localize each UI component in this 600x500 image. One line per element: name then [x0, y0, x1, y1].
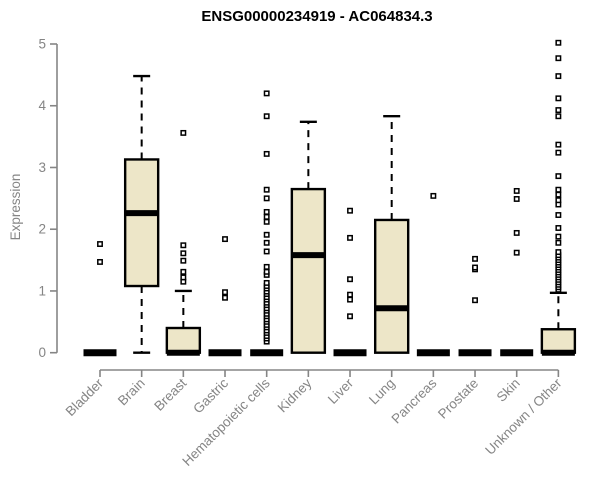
- outlier-point: [555, 191, 562, 198]
- outlier-point: [555, 113, 562, 120]
- x-tick-label: Kidney: [275, 375, 315, 415]
- outlier-point: [222, 289, 228, 296]
- y-axis-label: Expression: [8, 174, 23, 241]
- box-group: [83, 241, 117, 357]
- box: [165, 326, 202, 354]
- box: [373, 218, 410, 354]
- outlier-point: [513, 229, 520, 236]
- y-tick-label: 4: [38, 98, 46, 113]
- outlier-point: [263, 279, 270, 286]
- x-tick-label: Bladder: [63, 375, 107, 419]
- box-group: [540, 39, 577, 356]
- box-group: [250, 90, 284, 357]
- box-group: [165, 129, 202, 356]
- outlier-point: [222, 294, 228, 301]
- y-tick-label: 2: [38, 222, 46, 237]
- box-group: [290, 120, 327, 354]
- outlier-point: [347, 207, 353, 214]
- outlier-point: [347, 291, 353, 298]
- y-tick-label: 3: [38, 160, 46, 175]
- outlier-point: [97, 241, 103, 247]
- outlier-point: [180, 242, 187, 249]
- outlier-point: [472, 264, 478, 271]
- box-group: [416, 192, 450, 357]
- x-tick-label: Liver: [325, 375, 357, 407]
- x-tick-label: Gastric: [190, 375, 231, 416]
- outlier-point: [263, 90, 270, 97]
- chart-title: ENSG00000234919 - AC064834.3: [201, 8, 432, 25]
- box-group: [500, 187, 534, 357]
- outlier-point: [555, 212, 562, 218]
- outlier-point: [347, 296, 353, 303]
- outlier-point: [555, 173, 562, 180]
- outlier-point: [263, 263, 270, 270]
- outlier-point: [555, 186, 562, 193]
- x-tick-label: Prostate: [435, 376, 481, 422]
- outlier-point: [263, 248, 270, 255]
- x-tick-label: Unknown / Other: [482, 375, 565, 458]
- outlier-point: [222, 236, 228, 243]
- outlier-point: [263, 208, 270, 215]
- x-tick-label: Lung: [366, 376, 398, 408]
- outlier-point: [513, 187, 520, 194]
- box-group: [208, 236, 242, 357]
- outlier-point: [263, 218, 270, 225]
- box: [540, 328, 577, 354]
- outlier-point: [263, 239, 270, 246]
- outlier-point: [555, 107, 562, 114]
- outlier-point: [555, 141, 562, 148]
- outlier-point: [555, 197, 562, 204]
- outlier-point: [263, 186, 270, 193]
- y-tick-label: 1: [38, 283, 46, 298]
- outlier-point: [513, 249, 520, 256]
- x-tick-label: Brain: [115, 376, 148, 409]
- outlier-point: [555, 233, 562, 240]
- outlier-point: [555, 39, 562, 46]
- outlier-point: [263, 150, 270, 157]
- box-group: [123, 74, 160, 354]
- outlier-point: [263, 268, 270, 275]
- outlier-point: [263, 231, 270, 238]
- box-group: [373, 115, 410, 354]
- outlier-point: [555, 73, 562, 80]
- x-tick-label: Skin: [494, 376, 523, 405]
- outlier-point: [347, 276, 353, 283]
- box: [290, 187, 327, 354]
- outlier-point: [472, 255, 478, 262]
- outlier-point: [180, 274, 187, 281]
- outlier-point: [263, 195, 270, 202]
- outlier-point: [180, 257, 187, 264]
- box-group: [333, 207, 367, 357]
- outlier-point: [555, 149, 562, 156]
- outlier-point: [347, 313, 353, 320]
- x-tick-label: Breast: [151, 375, 189, 413]
- outlier-point: [555, 239, 562, 246]
- outlier-point: [263, 213, 270, 220]
- outlier-point: [555, 249, 562, 256]
- outlier-point: [472, 297, 478, 304]
- y-tick-label: 0: [38, 345, 46, 360]
- outlier-point: [180, 268, 187, 275]
- box-group: [458, 255, 492, 357]
- outlier-point: [180, 250, 187, 257]
- outlier-point: [513, 196, 520, 202]
- outlier-point: [555, 95, 562, 102]
- outlier-point: [555, 55, 562, 62]
- outlier-point: [263, 113, 270, 120]
- box-marks: [83, 39, 577, 357]
- outlier-point: [347, 234, 353, 241]
- outlier-point: [555, 225, 562, 231]
- y-tick-label: 5: [38, 37, 46, 52]
- outlier-point: [97, 258, 103, 265]
- x-tick-label: Pancreas: [389, 375, 440, 426]
- outlier-point: [430, 192, 437, 199]
- box: [123, 158, 160, 288]
- outlier-point: [180, 129, 187, 136]
